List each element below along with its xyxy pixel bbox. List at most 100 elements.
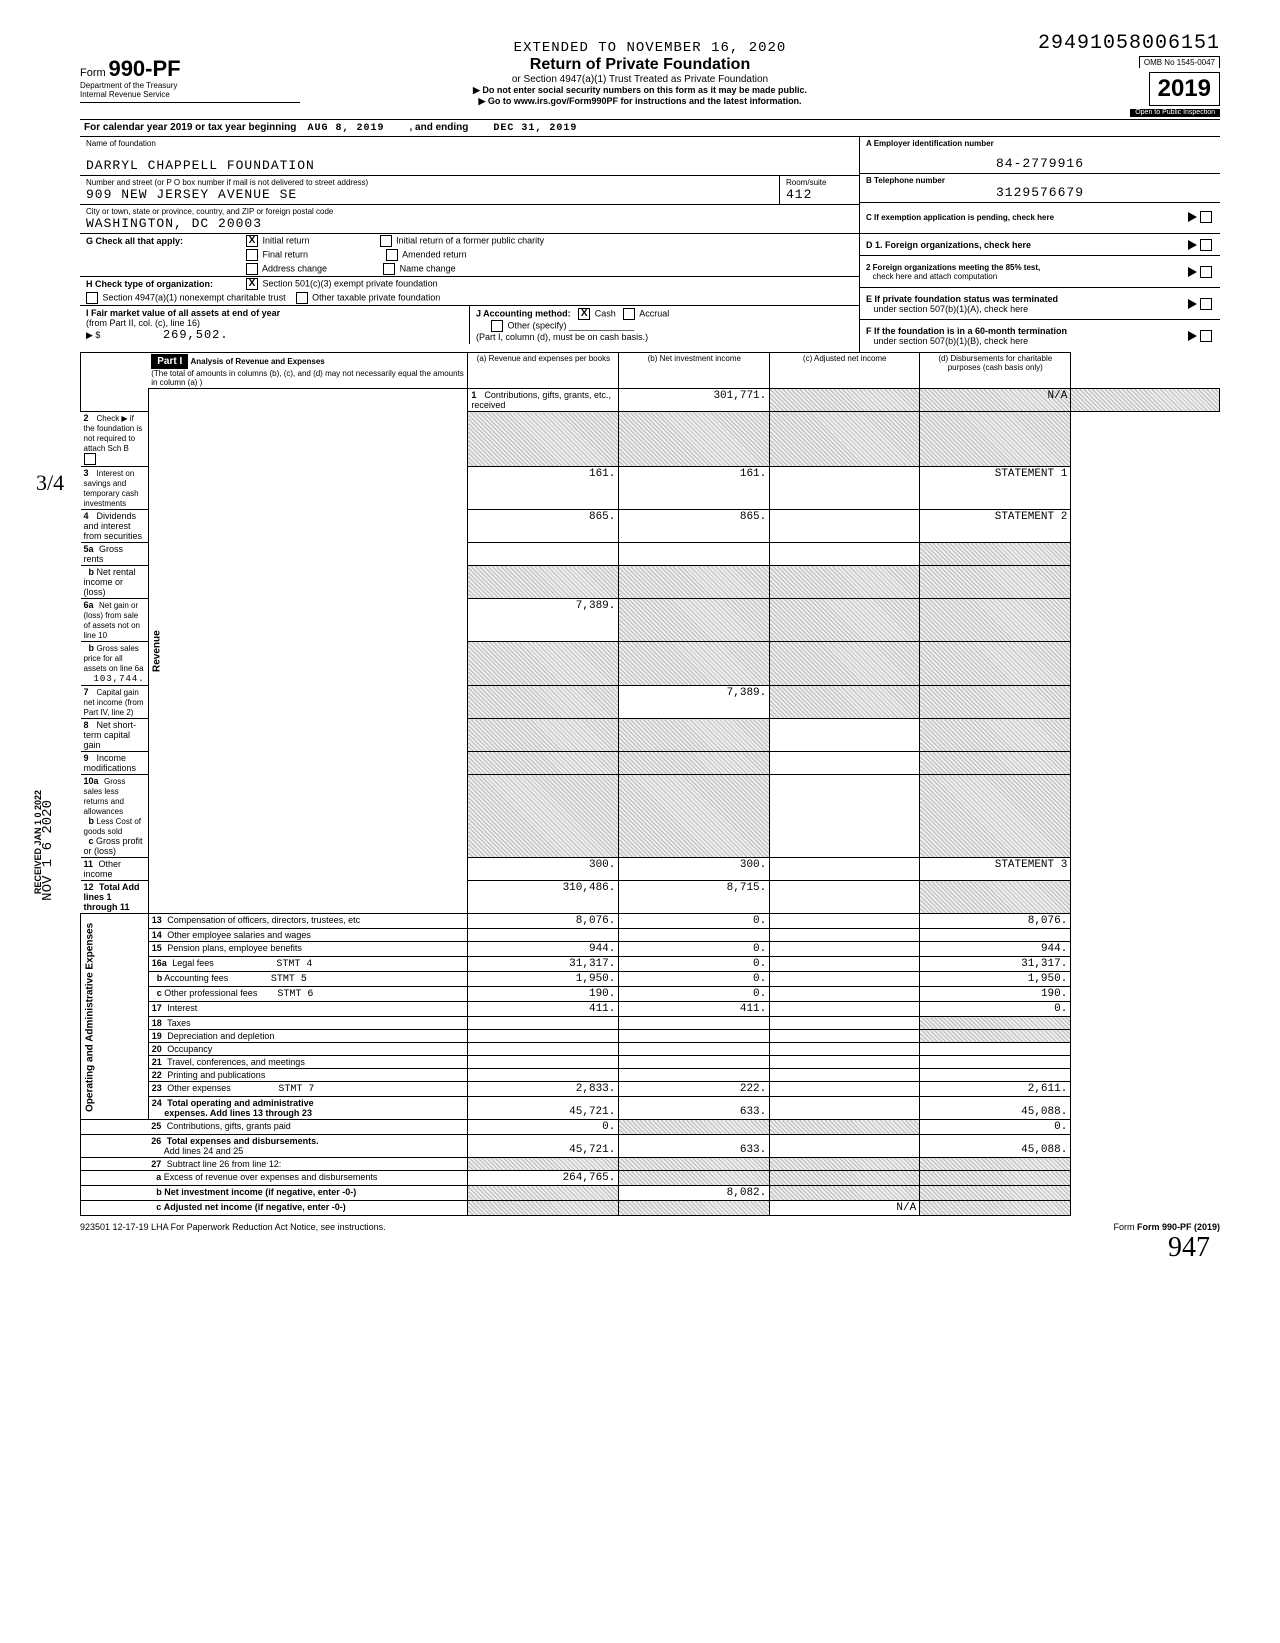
cal-end: DEC 31, 2019: [493, 123, 577, 134]
table-row: 17 Interest 411. 411. 0.: [81, 1002, 1220, 1017]
table-row: 23 Other expenses STMT 7 2,833. 222. 2,6…: [81, 1082, 1220, 1097]
e2: under section 507(b)(1)(A), check here: [874, 304, 1029, 314]
cb-name-change[interactable]: [383, 263, 395, 275]
dept-irs: Internal Revenue Service: [80, 91, 300, 100]
j-note: (Part I, column (d), must be on cash bas…: [476, 332, 648, 342]
j-label: J Accounting method:: [476, 308, 571, 318]
room-label: Room/suite: [786, 178, 853, 187]
cal-prefix: For calendar year 2019 or tax year begin…: [84, 122, 296, 133]
table-row: 14 Other employee salaries and wages: [81, 929, 1220, 942]
form-page: NOV 1 6 2020 RECEIVED JAN 1 0 2022 3/4 2…: [80, 40, 1220, 1234]
dln-number: 29491058006151: [1038, 32, 1220, 55]
cal-begin: AUG 8, 2019: [307, 123, 384, 134]
form-header: 29491058006151 EXTENDED TO NOVEMBER 16, …: [80, 40, 1220, 117]
cb-initial-former[interactable]: [380, 235, 392, 247]
cb-other-pf[interactable]: [296, 292, 308, 304]
table-row: 15 Pension plans, employee benefits 944.…: [81, 942, 1220, 957]
form-subtitle-1: or Section 4947(a)(1) Trust Treated as P…: [300, 74, 980, 85]
section-gh: G Check all that apply: Initial return I…: [80, 234, 1220, 352]
h-opt1: Section 501(c)(3) exempt private foundat…: [263, 278, 438, 288]
cb-4947[interactable]: [86, 292, 98, 304]
g-final: Final return: [263, 249, 309, 259]
g-initial: Initial return: [263, 235, 310, 245]
cb-amended[interactable]: [386, 249, 398, 261]
table-row: 21 Travel, conferences, and meetings: [81, 1056, 1220, 1069]
part1-subtitle: (The total of amounts in columns (b), (c…: [151, 369, 464, 387]
i-arrow: ▶ $: [86, 330, 100, 340]
ein-label: A Employer identification number: [866, 139, 1214, 148]
table-row: 19 Depreciation and depletion: [81, 1030, 1220, 1043]
table-row: 24 Total operating and administrative ex…: [81, 1097, 1220, 1120]
cb-initial-return[interactable]: [246, 235, 258, 247]
d2-check: [1188, 266, 1214, 278]
room-suite: 412: [786, 187, 853, 202]
e-check: [1188, 298, 1214, 310]
h-opt3: Other taxable private foundation: [312, 292, 440, 302]
table-row: c Other professional fees STMT 6 190. 0.…: [81, 987, 1220, 1002]
h-opt2: Section 4947(a)(1) nonexempt charitable …: [103, 292, 286, 302]
f1: F If the foundation is in a 60-month ter…: [866, 326, 1067, 336]
form-subtitle-3: ▶ Go to www.irs.gov/Form990PF for instru…: [300, 96, 980, 107]
open-inspection: Open to Public Inspection: [1130, 109, 1220, 117]
handwritten-page: 947: [1168, 1232, 1210, 1264]
d1-check: [1188, 239, 1214, 251]
table-row: a Excess of revenue over expenses and di…: [81, 1171, 1220, 1186]
col-c-header: (c) Adjusted net income: [770, 353, 920, 389]
omb-number: OMB No 1545-0047: [1139, 56, 1220, 68]
cb-501c3[interactable]: [246, 278, 258, 290]
tax-year: 2019: [1149, 72, 1220, 106]
table-row: 22 Printing and publications: [81, 1069, 1220, 1082]
cb-final-return[interactable]: [246, 249, 258, 261]
cb-schb[interactable]: [84, 453, 96, 465]
calendar-row: For calendar year 2019 or tax year begin…: [80, 119, 1220, 137]
form-subtitle-2: ▶ Do not enter social security numbers o…: [300, 85, 980, 96]
cb-cash[interactable]: [578, 308, 590, 320]
d2a: 2 Foreign organizations meeting the 85% …: [866, 263, 1040, 272]
footer: 923501 12-17-19 LHA For Paperwork Reduct…: [80, 1220, 1220, 1234]
table-row: Revenue 1 Contributions, gifts, grants, …: [81, 389, 1220, 412]
h-label: H Check type of organization:: [86, 279, 236, 289]
col-b-header: (b) Net investment income: [619, 353, 770, 389]
form-title: Return of Private Foundation: [300, 56, 980, 74]
city-label: City or town, state or province, country…: [86, 207, 853, 216]
cb-addr-change[interactable]: [246, 263, 258, 275]
ein: 84-2779916: [866, 156, 1214, 171]
g-label: G Check all that apply:: [86, 236, 236, 246]
table-row: b Accounting fees STMT 5 1,950. 0. 1,950…: [81, 972, 1220, 987]
i-sub: (from Part II, col. (c), line 16): [86, 318, 200, 328]
g-amended: Amended return: [402, 249, 467, 259]
g-addrchg: Address change: [262, 263, 327, 273]
part1-label: Part I: [151, 354, 188, 369]
table-row: b Net investment income (if negative, en…: [81, 1186, 1220, 1201]
form-number: 990-PF: [108, 56, 180, 81]
col-d-header: (d) Disbursements for charitable purpose…: [920, 353, 1071, 389]
extended-to: EXTENDED TO NOVEMBER 16, 2020: [514, 40, 787, 56]
g-namechg: Name change: [400, 263, 456, 273]
handwritten-fraction: 3/4: [36, 470, 64, 496]
street-address: 909 NEW JERSEY AVENUE SE: [86, 187, 773, 202]
table-row: 25 Contributions, gifts, grants paid 0. …: [81, 1120, 1220, 1135]
cb-accrual[interactable]: [623, 308, 635, 320]
table-row: 27 Subtract line 26 from line 12:: [81, 1158, 1220, 1171]
i-label: I Fair market value of all assets at end…: [86, 308, 280, 318]
footer-right: Form Form 990-PF (2019): [1113, 1222, 1220, 1232]
telephone: 3129576679: [866, 185, 1214, 200]
g-former: Initial return of a former public charit…: [396, 235, 544, 245]
stamp-received: RECEIVED JAN 1 0 2022: [34, 790, 44, 894]
j-cash: Cash: [595, 308, 616, 318]
name-label: Name of foundation: [86, 139, 853, 148]
cb-other-method[interactable]: [491, 320, 503, 332]
j-other: Other (specify): [508, 320, 567, 330]
tel-label: B Telephone number: [866, 176, 1214, 185]
table-row: 20 Occupancy: [81, 1043, 1220, 1056]
part1-table: Part I Analysis of Revenue and Expenses …: [80, 352, 1220, 1216]
addr-label: Number and street (or P O box number if …: [86, 178, 773, 187]
side-expenses: Operating and Administrative Expenses: [81, 914, 149, 1120]
col-a-header: (a) Revenue and expenses per books: [468, 353, 619, 389]
cal-mid: , and ending: [409, 122, 468, 133]
j-accrual: Accrual: [639, 308, 669, 318]
footer-left: 923501 12-17-19 LHA For Paperwork Reduct…: [80, 1222, 386, 1232]
e1: E If private foundation status was termi…: [866, 294, 1058, 304]
part1-title: Analysis of Revenue and Expenses: [190, 357, 324, 366]
d2b: check here and attach computation: [873, 272, 998, 281]
